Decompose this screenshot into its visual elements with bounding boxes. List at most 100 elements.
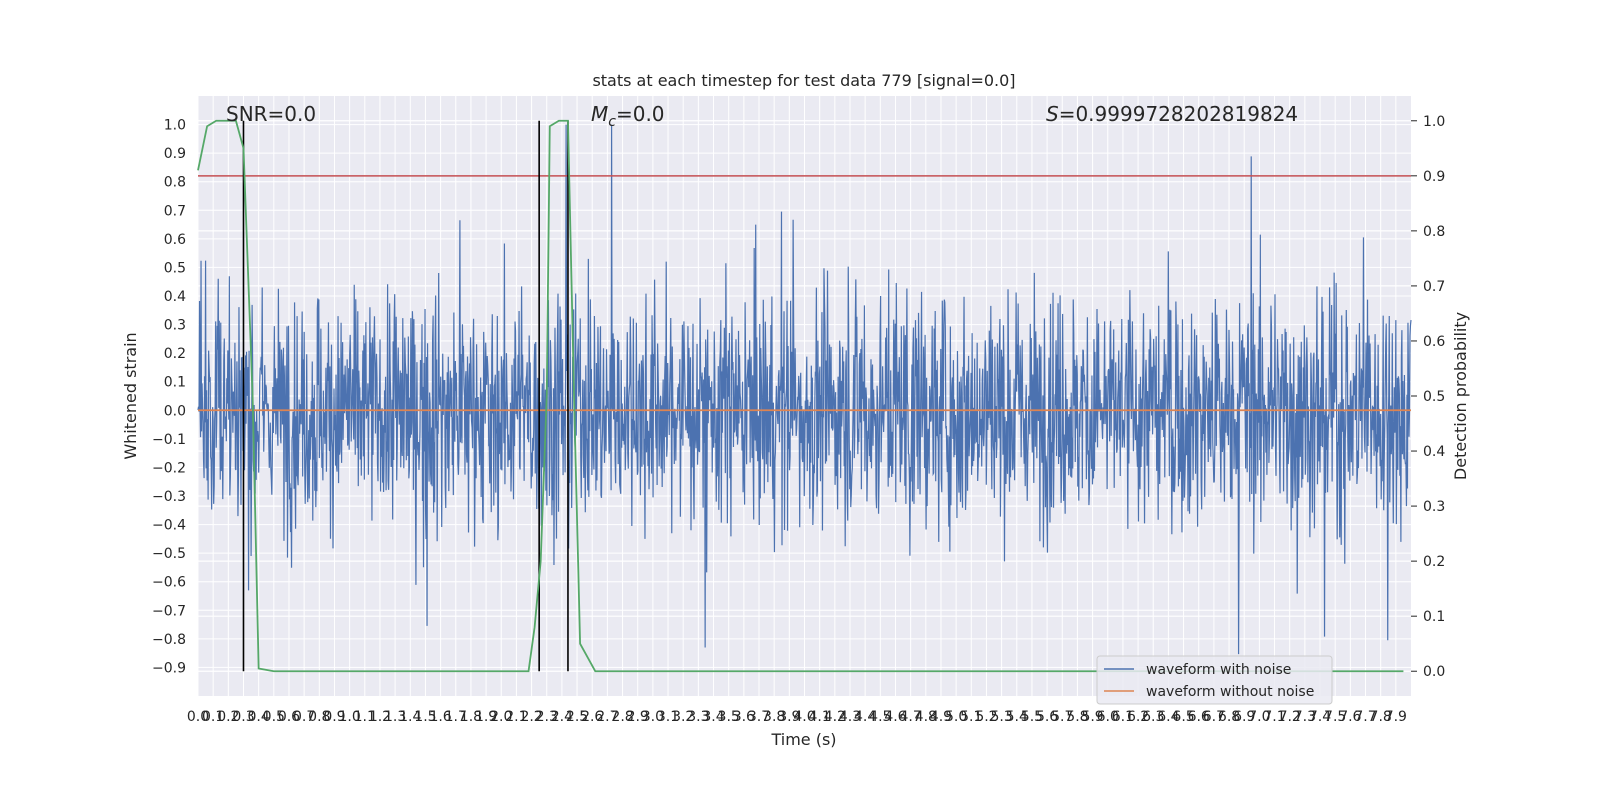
x-tick-label: 2.3 [536,709,558,725]
y2-tick-label: 0.0 [1423,664,1445,680]
x-tick-label: 1.5 [414,709,436,725]
legend-label-noise: waveform with noise [1146,662,1291,678]
x-tick-label: 6.8 [1218,709,1240,725]
y2-tick-label: 0.9 [1423,169,1445,185]
x-tick-label: 4.9 [930,709,952,725]
y-tick-label: −0.7 [152,603,186,619]
x-tick-label: 3.9 [778,709,800,725]
x-tick-label: 4.3 [839,709,861,725]
x-tick-label: 5.7 [1051,709,1073,725]
x-tick-label: 5.4 [1006,709,1028,725]
y2-tick-label: 0.6 [1423,334,1445,350]
y-tick-label: −0.6 [152,575,186,591]
noise-waveform-line [197,124,1412,655]
x-tick-label: 6.6 [1188,709,1210,725]
x-tick-label: 0.2 [217,709,239,725]
y-tick-label: 0.9 [164,146,186,162]
y2-tick-label: 0.4 [1423,444,1445,460]
x-tick-label: 3.2 [672,709,694,725]
x-tick-label: 7.9 [1385,709,1407,725]
x-tick-label: 4.5 [869,709,891,725]
x-tick-label: 7.0 [1248,709,1270,725]
x-tick-label: 6.3 [1142,709,1164,725]
x-tick-label: 5.0 [945,709,967,725]
y-tick-label: 0.2 [164,346,186,362]
y-tick-label: −0.1 [152,432,186,448]
chart-title: stats at each timestep for test data 779… [592,71,1015,90]
x-tick-label: 0.9 [323,709,345,725]
x-tick-label: 2.2 [520,709,542,725]
x-tick-label: 1.3 [384,709,406,725]
x-tick-label: 3.6 [733,709,755,725]
x-tick-label: 6.0 [1097,709,1119,725]
x-tick-label: 0.1 [202,709,224,725]
y2-tick-label: 0.2 [1423,554,1445,570]
y-tick-label: 0.7 [164,203,186,219]
x-axis-label: Time (s) [770,730,836,749]
detection-probability-line [197,119,1404,673]
x-tick-label: 3.0 [642,709,664,725]
x-tick-label: 2.1 [505,709,527,725]
x-tick-label: 3.7 [748,709,770,725]
x-tick-label: 0.0 [187,709,209,725]
x-tick-label: 0.5 [263,709,285,725]
x-tick-label: 7.6 [1339,709,1361,725]
x-tick-label: 4.4 [854,709,876,725]
y-tick-label: 0.8 [164,175,186,191]
x-tick-label: 0.4 [248,709,270,725]
x-tick-label: 3.3 [687,709,709,725]
x-tick-label: 4.7 [900,709,922,725]
x-tick-label: 1.0 [338,709,360,725]
x-tick-label: 2.4 [551,709,573,725]
x-tick-label: 0.3 [232,709,254,725]
detection-score-value: =0.9999728202819824 [1059,102,1298,126]
y-tick-label: 0.5 [164,260,186,276]
x-tick-label: 4.2 [824,709,846,725]
x-tick-label: 1.7 [445,709,467,725]
x-tick-label: 7.1 [1263,709,1285,725]
legend-box [1096,655,1333,705]
y-tick-label: 1.0 [164,118,186,134]
chirp-mass-symbol: M [591,102,608,126]
x-tick-label: 1.2 [369,709,391,725]
chirp-mass-value: =0.0 [616,102,665,126]
noise-waveform-series [197,124,1412,655]
y-tick-label: −0.8 [152,632,186,648]
x-tick-label: 0.6 [278,709,300,725]
y2-tick-label: 0.5 [1423,389,1445,405]
x-tick-label: 6.9 [1233,709,1255,725]
x-tick-label: 7.3 [1294,709,1316,725]
x-tick-label: 0.8 [308,709,330,725]
x-tick-label: 7.7 [1354,709,1376,725]
detection-score-symbol: S [1046,102,1059,126]
y-tick-label: −0.9 [152,660,186,676]
x-tick-label: 5.9 [1081,709,1103,725]
y2-tick-label: 1.0 [1423,114,1445,130]
y-tick-label: −0.5 [152,546,186,562]
x-tick-label: 2.5 [566,709,588,725]
chirp-mass-annotation: Mc=0.0 [591,102,665,130]
x-tick-label: 6.1 [1112,709,1134,725]
x-tick-label: 3.5 [718,709,740,725]
y-tick-label: 0.3 [164,318,186,334]
x-tick-label: 5.2 [975,709,997,725]
x-tick-label: 5.1 [960,709,982,725]
x-tick-label: 4.8 [915,709,937,725]
y2-tick-label: 0.3 [1423,499,1445,515]
y-tick-label: 0.6 [164,232,186,248]
x-tick-label: 1.1 [354,709,376,725]
x-tick-label: 5.8 [1066,709,1088,725]
x-tick-label: 6.4 [1157,709,1179,725]
x-tick-label: 4.0 [793,709,815,725]
x-tick-label: 5.6 [1036,709,1058,725]
x-tick-label: 7.8 [1370,709,1392,725]
tick-layer: 0.00.10.20.30.40.50.60.70.80.91.01.11.21… [152,114,1445,725]
x-tick-label: 3.8 [763,709,785,725]
x-tick-label: 6.7 [1203,709,1225,725]
snr-annotation: SNR=0.0 [226,102,316,126]
x-tick-label: 3.1 [657,709,679,725]
y-tick-label: 0.4 [164,289,186,305]
x-tick-label: 2.8 [611,709,633,725]
curve-layer [197,119,1411,673]
